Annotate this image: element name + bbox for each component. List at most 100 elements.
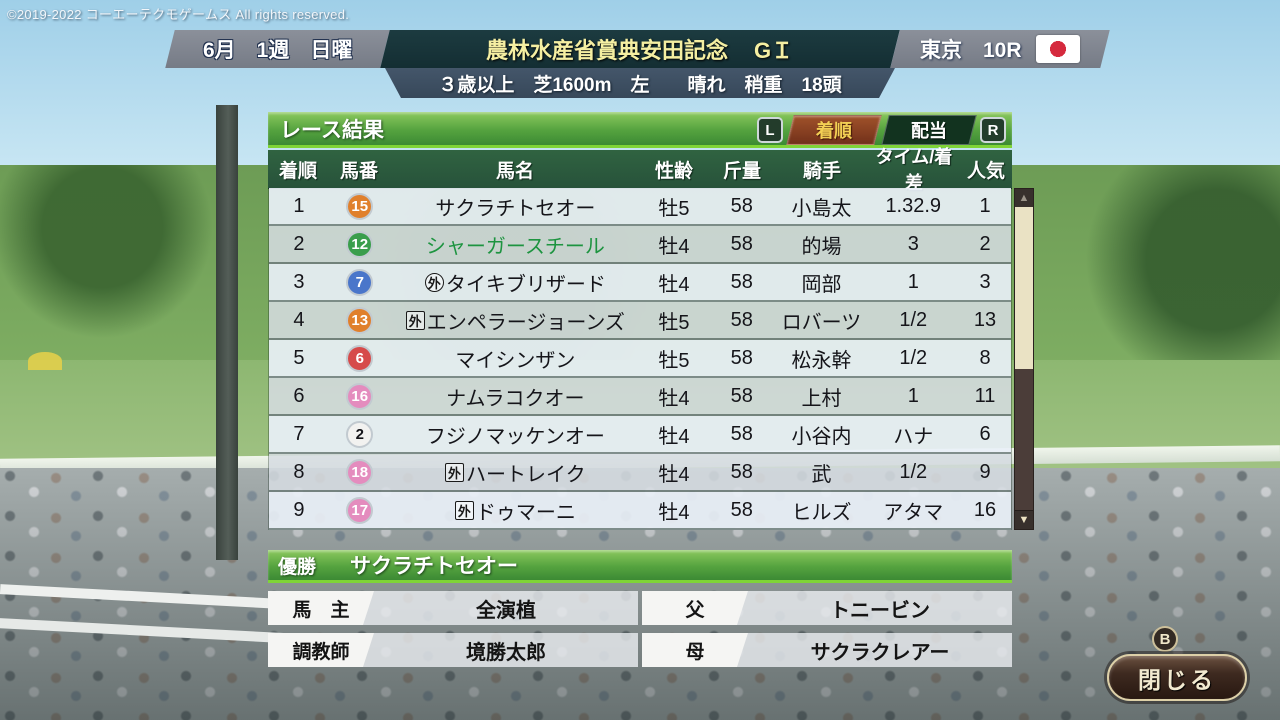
jockey-name: 的場 bbox=[801, 235, 842, 258]
horse-name-cell: サクラチトセオー bbox=[391, 192, 640, 221]
popularity: 8 bbox=[979, 346, 991, 369]
carried-weight: 58 bbox=[730, 384, 753, 407]
horse-name: タイキブリザード bbox=[445, 273, 606, 296]
horse-number-badge: 16 bbox=[346, 382, 374, 410]
horse-name-cell: 外エンペラージョーンズ bbox=[391, 306, 640, 335]
jockey-name: 小谷内 bbox=[791, 425, 852, 448]
winner-detail-sire: 父 トニービン bbox=[642, 591, 1012, 625]
tab-label: 配当 bbox=[911, 121, 947, 141]
popularity: 9 bbox=[979, 460, 991, 483]
sex-age: 牡4 bbox=[658, 235, 690, 258]
horse-number-cell: 16 bbox=[329, 382, 391, 410]
left-bumper-button[interactable]: L bbox=[757, 117, 783, 143]
results-table-header: 着順 馬番 馬名 性齢 斤量 騎手 タイム/着差 人気 bbox=[268, 147, 1012, 193]
horse-name: ナムラコクオー bbox=[446, 387, 585, 410]
japan-flag-icon bbox=[1035, 35, 1080, 63]
horse-name: マイシンザン bbox=[455, 349, 576, 372]
scrollbar[interactable]: ▲ ▼ bbox=[1014, 188, 1034, 530]
jockey-name: 岡部 bbox=[801, 273, 842, 296]
winner-detail-dam: 母 サクラクレアー bbox=[642, 633, 1012, 667]
scrollbar-thumb[interactable] bbox=[1015, 207, 1033, 369]
result-row[interactable]: 1 15 サクラチトセオー 牡5 58 小島太 1.32.9 1 bbox=[269, 188, 1011, 226]
detail-value: 全演植 bbox=[476, 599, 536, 622]
jockey-name: 小島太 bbox=[791, 197, 852, 220]
scroll-up-button[interactable]: ▲ bbox=[1015, 189, 1033, 208]
carried-weight: 58 bbox=[730, 460, 753, 483]
result-row[interactable]: 2 12 シャーガースチール 牡4 58 的場 3 2 bbox=[269, 226, 1011, 264]
detail-label: 父 bbox=[642, 591, 748, 625]
time-or-margin: 3 bbox=[907, 232, 919, 255]
column-header: 騎手 bbox=[802, 160, 841, 182]
finish-position: 6 bbox=[293, 384, 305, 407]
horse-name: ドゥマーニ bbox=[475, 501, 576, 524]
winner-label: 優勝 bbox=[278, 556, 317, 578]
carried-weight: 58 bbox=[730, 346, 753, 369]
right-bumper-button[interactable]: R bbox=[980, 117, 1006, 143]
result-row[interactable]: 9 17 外ドゥマーニ 牡4 58 ヒルズ アタマ 16 bbox=[269, 492, 1011, 530]
carried-weight: 58 bbox=[730, 194, 753, 217]
winner-details: 馬 主 全演植 父 トニービン調教師 境勝太郎 母 サクラクレアー bbox=[268, 591, 1012, 667]
horse-number-cell: 2 bbox=[329, 420, 391, 448]
result-row[interactable]: 6 16 ナムラコクオー 牡4 58 上村 1 11 bbox=[269, 378, 1011, 416]
background-umbrella bbox=[28, 352, 62, 370]
horse-name-cell: マイシンザン bbox=[391, 344, 640, 373]
tab-results[interactable]: 着順 bbox=[786, 115, 882, 145]
race-date-segment: 6月 1週 日曜 bbox=[165, 30, 390, 68]
race-title-segment: 農林水産省賞典安田記念 GＩ bbox=[380, 30, 900, 68]
results-table: 1 15 サクラチトセオー 牡5 58 小島太 1.32.9 1 2 12 シャーガースチール 牡4 5… bbox=[268, 188, 1012, 530]
popularity: 6 bbox=[979, 422, 991, 445]
finish-position: 4 bbox=[293, 308, 305, 331]
detail-value: 境勝太郎 bbox=[466, 641, 546, 664]
result-row[interactable]: 7 2 フジノマッケンオー 牡4 58 小谷内 ハナ 6 bbox=[269, 416, 1011, 454]
carried-weight: 58 bbox=[730, 308, 753, 331]
jockey-name: ヒルズ bbox=[791, 501, 852, 524]
horse-name-cell: ナムラコクオー bbox=[391, 382, 640, 411]
horse-name: フジノマッケンオー bbox=[425, 425, 605, 448]
sex-age: 牡4 bbox=[658, 387, 690, 410]
close-button[interactable]: 閉じる bbox=[1107, 654, 1247, 701]
sex-age: 牡4 bbox=[658, 425, 690, 448]
horse-name-cell: シャーガースチール bbox=[391, 230, 640, 259]
column-header: 馬番 bbox=[339, 160, 378, 182]
time-or-margin: 1/2 bbox=[899, 346, 928, 369]
result-row[interactable]: 8 18 外ハートレイク 牡4 58 武 1/2 9 bbox=[269, 454, 1011, 492]
column-header: 性齢 bbox=[654, 160, 693, 182]
winner-panel-header: 優勝 サクラチトセオー bbox=[268, 550, 1012, 583]
horse-number-badge: 13 bbox=[346, 306, 374, 334]
time-or-margin: 1/2 bbox=[899, 308, 928, 331]
carried-weight: 58 bbox=[730, 232, 753, 255]
jockey-name: 松永幹 bbox=[791, 349, 852, 372]
horse-name-cell: 外ドゥマーニ bbox=[391, 496, 640, 525]
background-pole bbox=[216, 105, 238, 560]
popularity: 13 bbox=[973, 308, 997, 331]
carried-weight: 58 bbox=[730, 270, 753, 293]
horse-number-cell: 15 bbox=[329, 192, 391, 220]
race-conditions: ３歳以上 芝1600m 左 晴れ 稍重 18頭 bbox=[385, 68, 895, 98]
sex-age: 牡5 bbox=[658, 349, 690, 372]
horse-name: ハートレイク bbox=[466, 463, 586, 486]
horse-number-badge: 18 bbox=[346, 458, 374, 486]
tab-payouts[interactable]: 配当 bbox=[881, 115, 977, 145]
horse-name-cell: 外タイキブリザード bbox=[391, 268, 640, 297]
column-header: 人気 bbox=[966, 160, 1005, 182]
result-row[interactable]: 5 6 マイシンザン 牡5 58 松永幹 1/2 8 bbox=[269, 340, 1011, 378]
time-or-margin: ハナ bbox=[893, 425, 934, 448]
scroll-down-button[interactable]: ▼ bbox=[1015, 510, 1033, 529]
winner-detail-trainer: 調教師 境勝太郎 bbox=[268, 633, 638, 667]
finish-position: 9 bbox=[293, 498, 305, 521]
horse-number-cell: 13 bbox=[329, 306, 391, 334]
result-row[interactable]: 3 7 外タイキブリザード 牡4 58 岡部 1 3 bbox=[269, 264, 1011, 302]
popularity: 2 bbox=[979, 232, 991, 255]
result-row[interactable]: 4 13 外エンペラージョーンズ 牡5 58 ロバーツ 1/2 13 bbox=[269, 302, 1011, 340]
sex-age: 牡4 bbox=[658, 501, 690, 524]
detail-label: 調教師 bbox=[268, 633, 374, 667]
horse-number-cell: 6 bbox=[329, 344, 391, 372]
winner-detail-owner: 馬 主 全演植 bbox=[268, 591, 638, 625]
winner-horse-name: サクラチトセオー bbox=[350, 555, 519, 578]
sex-age: 牡5 bbox=[658, 197, 690, 220]
foreign-trained-mark: 外 bbox=[454, 500, 474, 520]
time-or-margin: 1 bbox=[907, 384, 919, 407]
race-grade: GＩ bbox=[754, 38, 794, 63]
jockey-name: 上村 bbox=[801, 387, 842, 410]
jockey-name: ロバーツ bbox=[781, 311, 862, 334]
